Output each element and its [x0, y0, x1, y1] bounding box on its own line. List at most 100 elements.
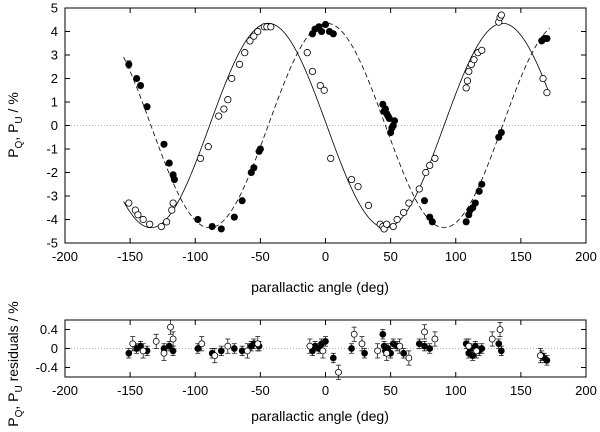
main-data-point-filled: [321, 20, 330, 29]
main-data-point-open: [235, 60, 244, 69]
main-model-curve-solid: [123, 22, 550, 229]
main-data-point-open: [543, 89, 551, 97]
main-data-point-open: [139, 215, 147, 224]
main-x-tick-label: -150: [117, 249, 143, 264]
main-x-tick-label: -200: [52, 249, 78, 264]
main-y-tick-label: 1: [51, 95, 58, 110]
main-data-point-open: [196, 154, 205, 162]
main-data-point-filled: [497, 129, 505, 137]
residuals-data-point-open: [374, 347, 382, 355]
main-y-tick-label: 3: [51, 48, 58, 63]
residuals-x-axis-label: parallactic angle (deg): [251, 408, 389, 424]
residuals-y-label-sub2: U: [14, 385, 25, 392]
main-data-point-open: [168, 206, 176, 214]
main-data-point-open: [320, 86, 328, 94]
residuals-data-point-open: [160, 349, 168, 357]
residuals-x-tick-label: 150: [510, 383, 532, 398]
residuals-data-point-open: [396, 342, 404, 350]
main-y-label-p2: , P: [5, 124, 21, 141]
main-data-point-open: [415, 185, 423, 193]
residuals-x-tick-label: 0: [322, 383, 329, 398]
residuals-data-point-open: [167, 323, 174, 331]
residuals-y-tick-label: 0: [51, 341, 58, 356]
main-data-point-open: [224, 96, 232, 104]
residuals-data-point-open: [473, 347, 480, 355]
residuals-data-point-filled: [469, 352, 477, 359]
main-data-point-open: [539, 74, 547, 83]
main-data-point-open: [246, 37, 254, 45]
main-data-point-filled: [160, 140, 168, 148]
main-y-label-p3: / %: [5, 92, 21, 116]
residuals-data-point-filled: [495, 340, 503, 348]
main-y-tick-label: -5: [46, 236, 58, 251]
main-data-point-open: [463, 77, 472, 85]
residuals-data-point-filled: [329, 354, 337, 362]
residuals-data-point-open: [306, 342, 314, 350]
residuals-data-point-open: [496, 326, 504, 333]
residuals-y-label-sub1: Q: [14, 409, 25, 417]
main-y-label-sub2: U: [14, 116, 25, 123]
residuals-data-point-filled: [379, 330, 387, 338]
residuals-x-tick-label: -100: [182, 383, 208, 398]
main-data-point-open: [303, 49, 311, 57]
main-data-point-open: [162, 218, 171, 226]
main-y-axis-label: PQ, PU / %: [5, 92, 25, 158]
residuals-data-point-filled: [426, 345, 434, 352]
residuals-data-point-filled: [348, 345, 355, 352]
residuals-data-point-filled: [322, 338, 329, 345]
main-data-point-open: [478, 46, 486, 54]
residuals-data-point-filled: [361, 349, 368, 357]
main-y-tick-label: -2: [46, 165, 58, 180]
residuals-data-point-open: [198, 340, 206, 348]
main-y-tick-label: 0: [51, 118, 58, 133]
main-data-point-open: [422, 168, 430, 177]
main-data-point-open: [389, 222, 397, 231]
main-data-point-filled: [133, 74, 141, 83]
main-data-point-open: [354, 183, 362, 191]
main-data-point-filled: [194, 215, 202, 224]
main-data-point-filled: [543, 34, 551, 43]
residuals-data-point-open: [224, 342, 232, 350]
main-data-point-open: [146, 220, 154, 228]
residuals-y-label-p2: , P: [5, 393, 21, 410]
residuals-data-point-filled: [169, 347, 177, 355]
main-data-point-open: [405, 199, 413, 207]
main-data-point-filled: [250, 164, 258, 172]
main-x-tick-label: 0: [322, 249, 329, 264]
main-data-point-filled: [318, 27, 326, 36]
main-y-tick-label: -4: [46, 212, 58, 227]
residuals-y-tick-label: -0.4: [36, 360, 58, 375]
residuals-plot-panel: -200 -150 -100 -50 0 50 100 150 200 -0.4 0 0.4: [36, 319, 597, 398]
residuals-x-tick-label: -50: [251, 383, 270, 398]
main-data-point-filled: [217, 225, 225, 233]
residuals-data-point-open: [431, 335, 439, 343]
main-data-point-open: [220, 105, 228, 113]
main-data-point-open: [241, 49, 249, 57]
main-data-point-filled: [390, 117, 399, 125]
main-y-label-sub1: Q: [14, 140, 25, 148]
main-data-point-filled: [420, 197, 429, 205]
residuals-data-point-open: [254, 340, 262, 348]
main-data-point-filled: [475, 187, 483, 195]
residuals-data-point-open: [211, 352, 219, 360]
residuals-data-point-open: [358, 340, 366, 348]
residuals-data-point-open: [537, 352, 544, 360]
main-x-tick-label: 150: [510, 249, 532, 264]
main-y-tick-label: -1: [46, 142, 58, 157]
residuals-x-tick-label: 50: [383, 383, 397, 398]
residuals-data-point-open: [421, 328, 428, 336]
residuals-data-point-open: [169, 335, 177, 343]
main-data-point-open: [462, 84, 470, 92]
residuals-data-point-filled: [217, 347, 225, 355]
residuals-data-point-filled: [194, 345, 202, 352]
main-data-point-filled: [256, 145, 264, 153]
residuals-data-point-filled: [543, 357, 551, 364]
main-y-label-p1: P: [5, 148, 21, 157]
main-plot-panel: -200 -150 -100 -50 0 50 100 150 200 -5 -4 -3 -2 -1 0 1 2…: [46, 1, 596, 265]
main-x-tick-label: 200: [575, 249, 597, 264]
residuals-data-point-open: [383, 349, 391, 357]
main-data-point-open: [393, 215, 401, 224]
residuals-data-point-filled: [230, 345, 238, 352]
main-data-point-open: [465, 67, 473, 76]
